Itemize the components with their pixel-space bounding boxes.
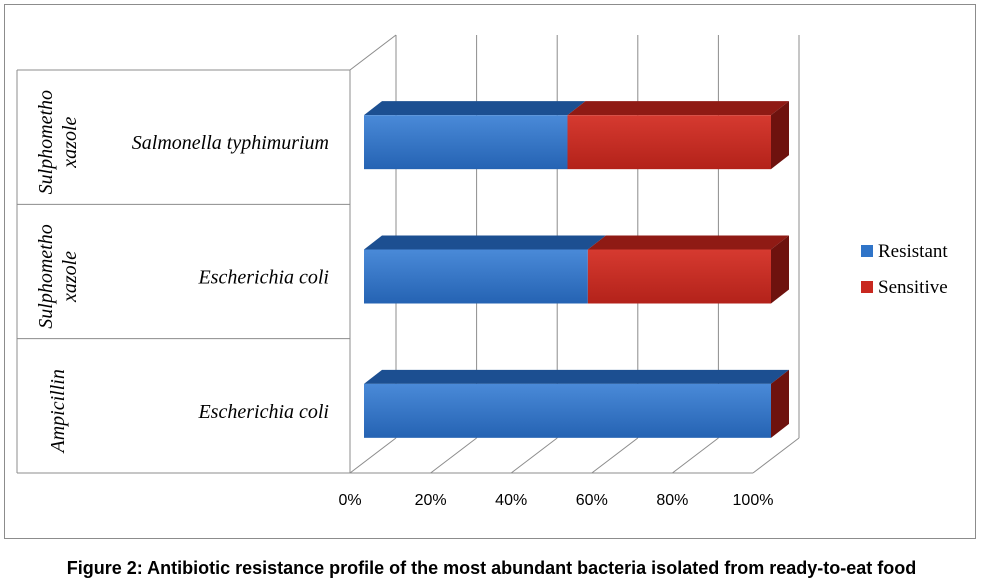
wall-top-edge xyxy=(349,34,397,71)
bar-resistant xyxy=(364,249,588,304)
group-label: Sulphometho xazole xyxy=(35,90,81,194)
floor-gridline xyxy=(752,437,800,474)
bar-top-resistant xyxy=(364,101,586,116)
bar-side xyxy=(771,235,789,304)
legend-label: Resistant xyxy=(878,241,948,262)
bar-sensitive xyxy=(567,115,771,170)
group-label-line: xazole xyxy=(59,116,81,168)
bar-sensitive xyxy=(587,249,771,304)
x-tick-label: 100% xyxy=(733,492,774,509)
floor-gridline xyxy=(591,437,639,474)
group-label-line: Ampicillin xyxy=(47,369,69,454)
chart-frame: 0% 20% 40% 60% 80% 100% Salmonella typhimurium… xyxy=(4,4,976,539)
category-label: Escherichia coli xyxy=(197,267,329,289)
floor-gridline xyxy=(510,437,558,474)
bar-top-sensitive xyxy=(567,101,789,116)
legend-swatch xyxy=(861,281,873,293)
x-tick-label: 60% xyxy=(576,492,608,509)
x-tick-label: 0% xyxy=(338,492,361,509)
group-label-line: xazole xyxy=(59,251,81,303)
figure-caption: Figure 2: Antibiotic resistance profile … xyxy=(66,558,917,578)
floor-gridline xyxy=(349,437,397,474)
group-label-line: Sulphometho xyxy=(35,224,57,328)
bar-resistant xyxy=(364,115,568,170)
group-label-line: Sulphometho xyxy=(35,90,57,194)
legend-swatch xyxy=(861,245,873,257)
bar-side xyxy=(771,101,789,170)
x-tick-label: 20% xyxy=(415,492,447,509)
chart-plot: 0% 20% 40% 60% 80% 100% Salmonella typhimurium… xyxy=(16,34,948,509)
x-tick-label: 40% xyxy=(495,492,527,509)
floor-gridline xyxy=(430,437,477,474)
bar-top-resistant xyxy=(364,369,789,384)
group-label: Sulphometho xazole xyxy=(35,224,81,328)
x-tick-label: 80% xyxy=(656,492,688,509)
group-label: Ampicillin xyxy=(47,369,69,454)
category-label: Salmonella typhimurium xyxy=(132,132,329,154)
bar-side xyxy=(771,369,789,438)
bar-resistant xyxy=(364,383,771,438)
bar-top-resistant xyxy=(364,235,606,250)
floor-gridline xyxy=(672,437,719,474)
legend-label: Sensitive xyxy=(878,277,948,298)
bar-top-sensitive xyxy=(587,235,789,250)
category-label: Escherichia coli xyxy=(197,401,329,423)
